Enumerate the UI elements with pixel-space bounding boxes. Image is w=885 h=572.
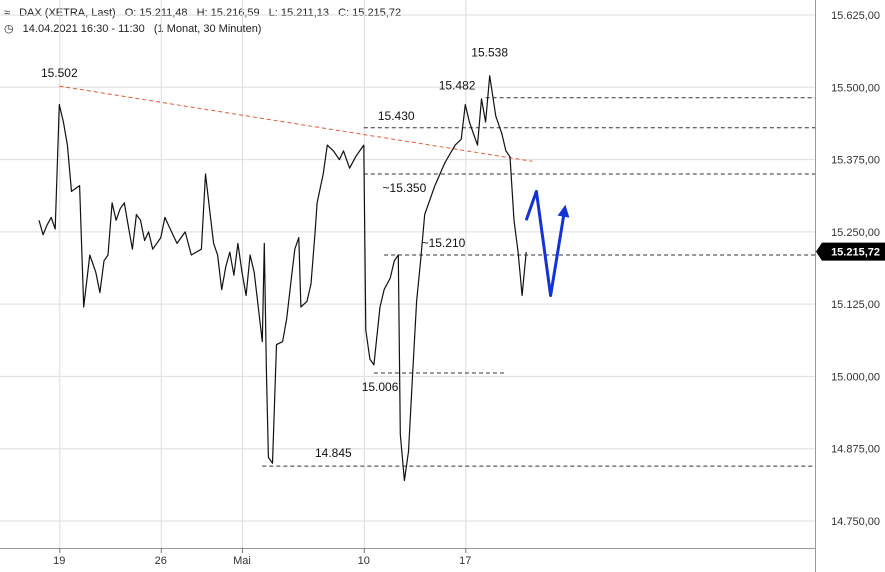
- chart-header: ≈ DAX (XETRA, Last) O: 15.211,48 H: 15.2…: [4, 5, 407, 37]
- timestamp-label: 14.04.2021 16:30 - 11:30: [22, 23, 145, 35]
- y-tick-label: 15.625,00: [831, 10, 880, 22]
- x-tick-label: 26: [155, 555, 167, 567]
- y-tick-label: 15.500,00: [831, 82, 880, 94]
- period-label: (1 Monat, 30 Minuten): [153, 23, 262, 35]
- y-tick-label: 15.375,00: [831, 155, 880, 167]
- current-price-label: 15.215,72: [831, 247, 880, 259]
- level-annotation: ~15.210: [422, 236, 466, 250]
- low-value: L: 15.211,13: [268, 7, 330, 19]
- x-tick-label: Mai: [233, 555, 251, 567]
- ohlc-row: ≈ DAX (XETRA, Last) O: 15.211,48 H: 15.2…: [4, 5, 407, 21]
- level-annotation: 14.845: [315, 446, 352, 460]
- close-value: C: 15.215,72: [338, 7, 402, 19]
- symbol-label: DAX (XETRA, Last): [19, 7, 116, 19]
- high-value: H: 15.216,59: [196, 7, 260, 19]
- level-annotation: 15.482: [439, 79, 476, 93]
- y-tick-label: 15.250,00: [831, 227, 880, 239]
- x-tick-label: 19: [53, 555, 65, 567]
- y-tick-label: 15.000,00: [831, 371, 880, 383]
- level-annotation: 15.502: [41, 66, 78, 80]
- trendline: [59, 85, 533, 162]
- price-series-line: [38, 75, 527, 482]
- current-price-badge: [816, 242, 885, 261]
- forecast-arrow-head: [557, 204, 570, 218]
- x-tick-label: 10: [358, 555, 370, 567]
- level-annotation: 15.538: [471, 45, 508, 59]
- chart-type-icon[interactable]: ≈: [4, 7, 11, 19]
- open-value: O: 15.211,48: [124, 7, 188, 19]
- level-annotation: 15.006: [362, 380, 399, 394]
- x-tick-label: 17: [459, 555, 471, 567]
- period-row: ◷ 14.04.2021 16:30 - 11:30 (1 Monat, 30 …: [4, 21, 407, 37]
- clock-icon: ◷: [4, 23, 14, 35]
- y-tick-label: 14.875,00: [831, 444, 880, 456]
- y-tick-label: 14.750,00: [831, 516, 880, 528]
- level-annotation: ~15.350: [383, 181, 427, 195]
- level-annotation: 15.430: [378, 109, 415, 123]
- y-tick-label: 15.125,00: [831, 299, 880, 311]
- forecast-arrow-line: [524, 189, 567, 297]
